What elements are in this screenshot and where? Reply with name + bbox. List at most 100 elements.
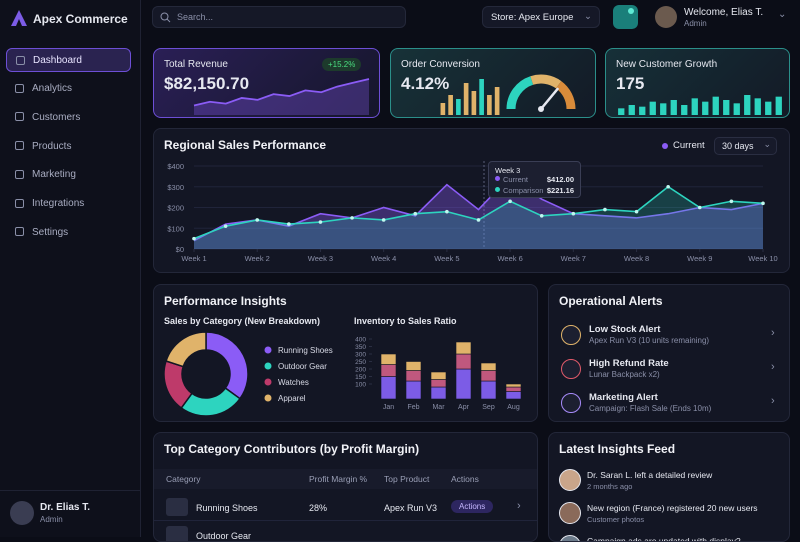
table-panel: Top Category Contributors (by Profit Mar…: [153, 432, 538, 542]
sidebar: Apex Commerce Dashboard Analytics Customer…: [0, 0, 141, 537]
chevron: ⌄: [584, 11, 592, 22]
alert-icon: [561, 325, 581, 345]
tooltip-swatch: [495, 187, 500, 192]
legend-label: Watches: [278, 378, 309, 387]
point: [192, 236, 196, 241]
y-tick-label: 400: [355, 337, 366, 344]
charts: Running Shoes Outdoor Gear Watches Apparel 1…: [163, 331, 522, 417]
mini-bar: [628, 105, 635, 115]
nav-icon: [15, 112, 24, 122]
nav-label: Dashboard: [33, 54, 82, 66]
mini-bar: [448, 95, 453, 115]
mini-bar: [660, 103, 667, 115]
tooltip-name: Current: [503, 175, 529, 184]
x-tick-label: Aug: [507, 404, 520, 411]
chevron: ›: [771, 327, 775, 339]
x-tick-label: Jan: [383, 404, 394, 411]
x-tick-label: Week 4: [371, 254, 396, 263]
nav-icon: [15, 198, 24, 208]
table-row[interactable]: Outdoor Gear: [154, 523, 537, 541]
feed-avatar: [559, 535, 581, 541]
y-tick-label: 350: [355, 344, 366, 351]
point: [287, 222, 291, 226]
table-header: Profit Margin %: [309, 474, 368, 484]
nav-icon: [15, 141, 24, 151]
point: [697, 205, 702, 210]
point: [666, 184, 670, 189]
mini-bar: [681, 105, 688, 115]
mini-bar: [487, 95, 492, 115]
nav-item[interactable]: Analytics: [6, 77, 131, 101]
chevron: ›: [517, 500, 521, 512]
mini-bar: [702, 101, 709, 115]
range-select[interactable]: 30 days ⌄: [714, 137, 777, 155]
nav-item[interactable]: Customers: [6, 105, 131, 129]
x-tick-label: Week 8: [624, 254, 649, 263]
feed-item[interactable]: New region (France) registered 20 new us…: [549, 500, 789, 530]
alert-title: Low Stock Alert: [589, 324, 661, 335]
kpi-card: New Customer Growth 175: [605, 48, 790, 118]
legend-label: Running Shoes: [278, 346, 333, 355]
alert-item[interactable]: Marketing Alert Campaign: Flash Sale (End…: [549, 387, 789, 419]
feed-item[interactable]: Dr. Saran L. left a detailed review 2 mon…: [549, 467, 789, 497]
legend-label: Outdoor Gear: [278, 362, 327, 371]
bar-segment: [430, 386, 447, 400]
search-icon: [160, 12, 171, 23]
feed-text: New region (France) registered 20 new us…: [587, 503, 758, 513]
tooltip-name: Comparison: [503, 186, 544, 195]
alert-detail: Lunar Backpack x2): [589, 370, 660, 379]
area: [194, 176, 763, 249]
kpi-value: $82,150.70: [164, 74, 250, 93]
performance-panel: Performance Insights Sales by Category (…: [153, 284, 538, 422]
mini-chart: [193, 78, 370, 115]
table-header-bg: [154, 469, 537, 489]
alert-detail: Apex Run V3 (10 units remaining): [589, 336, 710, 345]
action-button[interactable]: Actions: [451, 500, 494, 513]
x-tick-label: Week 9: [687, 254, 712, 263]
nav-item[interactable]: Settings: [6, 220, 131, 244]
mini-bar: [440, 103, 446, 115]
notifications[interactable]: [613, 5, 638, 29]
point: [476, 218, 481, 222]
nav-item[interactable]: Dashboard: [6, 48, 131, 72]
table-header: Category: [166, 474, 201, 484]
nav-icon: [15, 83, 24, 93]
store-select[interactable]: Store: Apex Europe ⌄: [482, 6, 600, 28]
point: [508, 199, 512, 204]
bar-segment: [430, 379, 447, 388]
mini-bar: [754, 98, 761, 115]
nav-item[interactable]: Marketing: [6, 163, 131, 187]
legend-swatch: [264, 378, 272, 386]
table-cell: Outdoor Gear: [196, 531, 252, 541]
nav-icon: [15, 227, 24, 237]
tooltip-value: $412.00: [546, 175, 574, 184]
panel-title: Operational Alerts: [559, 294, 663, 308]
y-tick-label: $100: [167, 224, 184, 233]
search-box[interactable]: Search...: [152, 6, 406, 28]
product-thumb: [166, 498, 188, 516]
alert-item[interactable]: High Refund Rate Lunar Backpack x2) ›: [549, 353, 789, 385]
legend-swatch: [264, 362, 272, 370]
x-tick-label: Week 1: [181, 254, 206, 263]
alert-item[interactable]: Low Stock Alert Apex Run V3 (10 units rem…: [549, 319, 789, 351]
y-tick-label: $200: [167, 204, 184, 213]
feed-item[interactable]: Campaign ads are updated with display?: [549, 533, 789, 541]
bar-segment: [455, 341, 472, 355]
mini-bar: [471, 91, 477, 115]
y-tick-label: 200: [355, 367, 366, 374]
user-name: Dr. Elias T.: [40, 502, 91, 513]
line: [193, 175, 764, 242]
sparkline: [193, 78, 370, 107]
point: [603, 207, 607, 212]
table-row[interactable]: Running Shoes 28% Apex Run V3 Actions ›: [154, 495, 537, 521]
mini-bar: [649, 101, 656, 115]
table-cell: Apex Run V3: [384, 503, 438, 513]
nav-item[interactable]: Integrations: [6, 192, 131, 216]
y-tick-label: 300: [355, 352, 366, 359]
x-tick-label: Week 3: [308, 254, 333, 263]
alert-title: Marketing Alert: [589, 392, 658, 403]
nav-item[interactable]: Products: [6, 134, 131, 158]
gauge-arc: [506, 76, 534, 110]
kpi-title: Total Revenue: [164, 59, 228, 70]
legend-swatch: [264, 346, 272, 354]
